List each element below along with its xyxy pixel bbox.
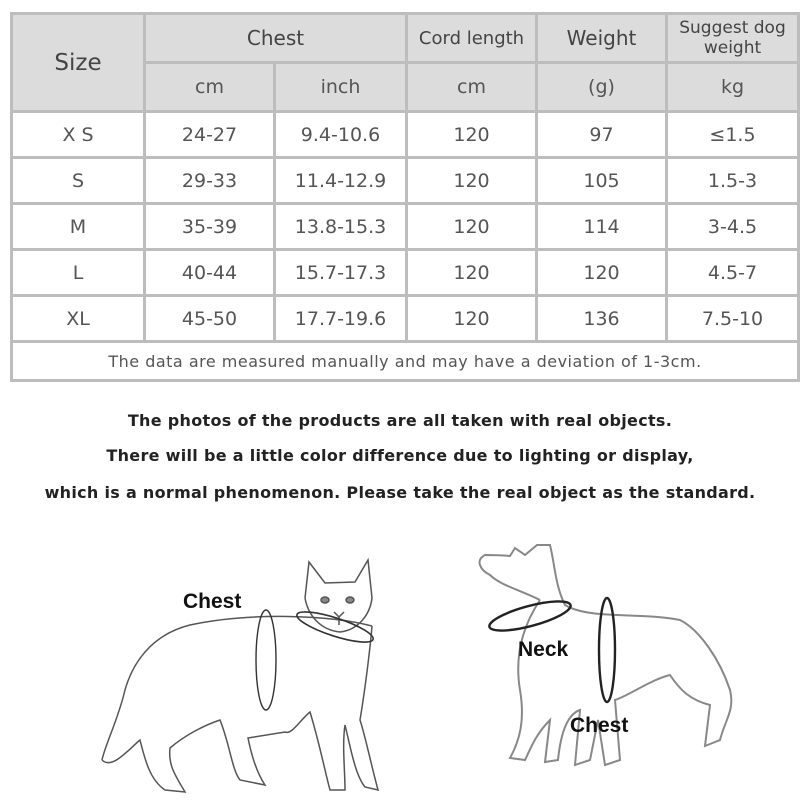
cell-weight-g: 114 [535,202,668,251]
table-row: XL 45-50 17.7-19.6 120 136 7.5-10 [10,294,800,343]
cell-cord-cm: 120 [405,110,538,159]
cell-chest-inch: 13.8-15.3 [273,202,408,251]
dog-chest-loop-icon [597,596,617,704]
notice-line-3: which is a normal phenomenon. Please tak… [44,483,756,502]
cell-weight-g: 105 [535,156,668,205]
dog-outline-illustration [478,544,733,767]
cat-chest-loop-icon [255,609,277,711]
cell-chest-inch: 15.7-17.3 [273,248,408,297]
cell-cord-cm: 120 [405,248,538,297]
table-row: L 40-44 15.7-17.3 120 120 4.5-7 [10,248,800,297]
cell-chest-cm: 40-44 [143,248,276,297]
cell-dog-kg: 4.5-7 [665,248,800,297]
unit-cord-cm: cm [405,61,538,113]
cell-dog-kg: 3-4.5 [665,202,800,251]
table-row: S 29-33 11.4-12.9 120 105 1.5-3 [10,156,800,205]
cell-cord-cm: 120 [405,294,538,343]
cell-size: M [10,202,146,251]
cell-cord-cm: 120 [405,156,538,205]
cell-size: L [10,248,146,297]
cell-size: S [10,156,146,205]
dog-neck-label: Neck [518,638,569,661]
header-cord-length: Cord length [405,12,538,64]
table-row: M 35-39 13.8-15.3 120 114 3-4.5 [10,202,800,251]
notice-line-2: There will be a little color difference … [106,446,694,465]
unit-chest-inch: inch [273,61,408,113]
header-weight: Weight [535,12,668,64]
cat-chest-label: Chest [183,590,242,613]
header-size: Size [10,12,146,113]
cell-size: X S [10,110,146,159]
dog-neck-loop-icon [488,600,572,632]
cell-chest-inch: 9.4-10.6 [273,110,408,159]
cell-chest-inch: 11.4-12.9 [273,156,408,205]
unit-weight-g: (g) [535,61,668,113]
cat-outline-illustration [101,557,380,793]
cell-chest-inch: 17.7-19.6 [273,294,408,343]
cell-weight-g: 97 [535,110,668,159]
size-chart-table: Size Chest Cord length Weight Suggest do… [10,12,800,382]
cell-dog-kg: 1.5-3 [665,156,800,205]
cell-weight-g: 120 [535,248,668,297]
notice-line-1: The photos of the products are all taken… [127,411,673,430]
header-suggest-dog-weight: Suggest dog weight [665,12,800,64]
unit-chest-cm: cm [143,61,276,113]
cell-weight-g: 136 [535,294,668,343]
cell-size: XL [10,294,146,343]
unit-dog-kg: kg [665,61,800,113]
cell-cord-cm: 120 [405,202,538,251]
cell-chest-cm: 45-50 [143,294,276,343]
measurement-note: The data are measured manually and may h… [10,340,800,382]
cell-chest-cm: 35-39 [143,202,276,251]
cell-dog-kg: ≤1.5 [665,110,800,159]
cell-dog-kg: 7.5-10 [665,294,800,343]
dog-chest-label: Chest [570,714,629,737]
cell-chest-cm: 29-33 [143,156,276,205]
header-chest: Chest [143,12,408,64]
cell-chest-cm: 24-27 [143,110,276,159]
table-row: X S 24-27 9.4-10.6 120 97 ≤1.5 [10,110,800,159]
cat-neck-loop-icon [296,611,374,643]
